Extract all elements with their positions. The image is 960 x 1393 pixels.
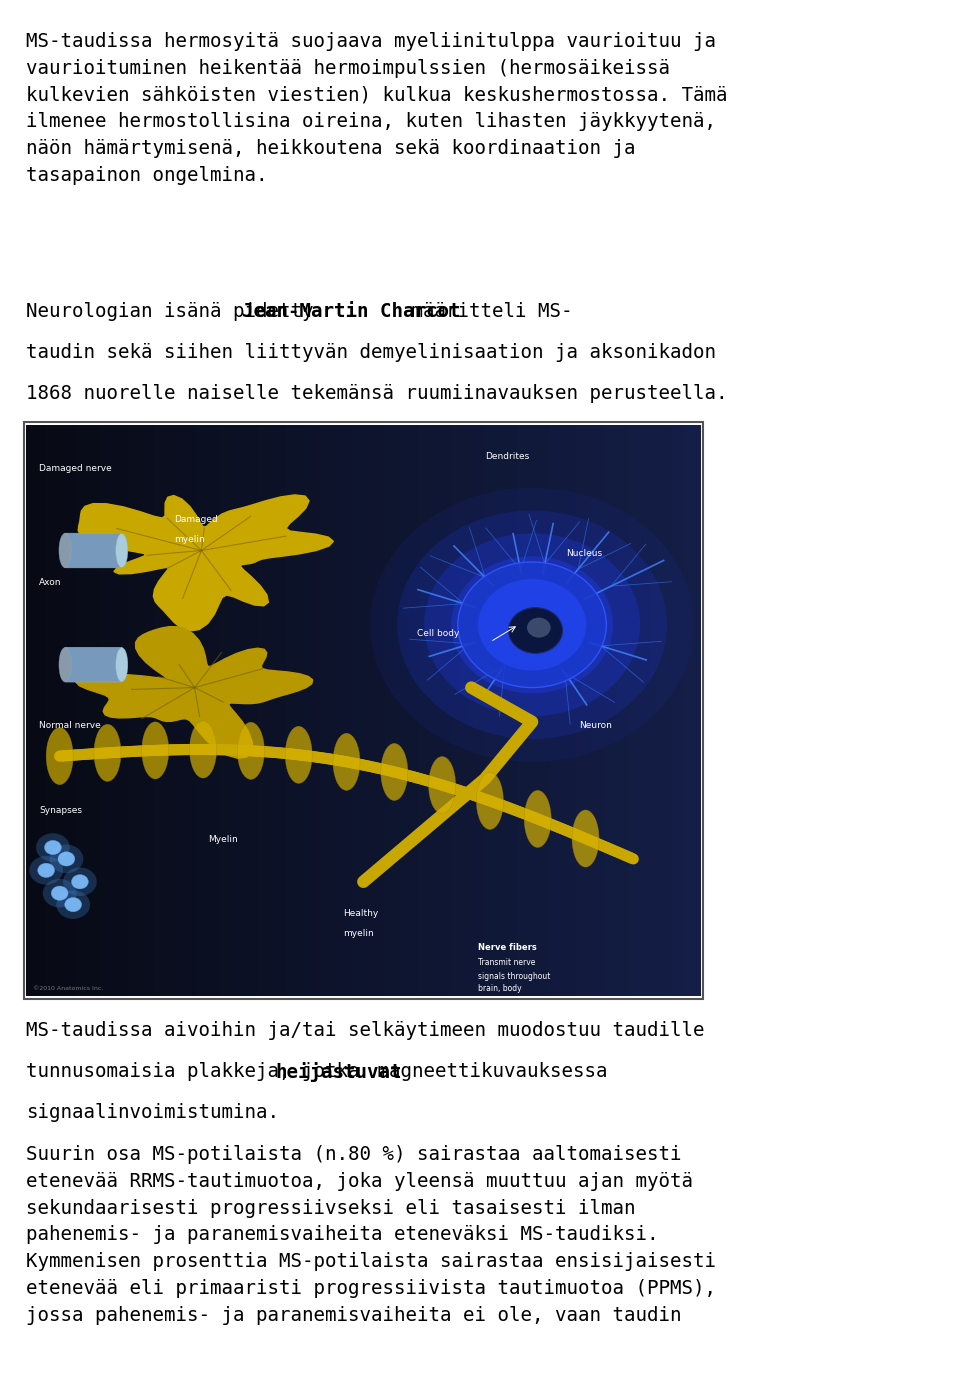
FancyBboxPatch shape	[65, 534, 122, 568]
Text: heijastuvat: heijastuvat	[276, 1061, 401, 1082]
Text: Damaged nerve: Damaged nerve	[39, 464, 112, 472]
Ellipse shape	[285, 726, 312, 783]
Ellipse shape	[58, 851, 75, 866]
Ellipse shape	[458, 561, 607, 688]
Text: Synapses: Synapses	[39, 807, 83, 815]
Ellipse shape	[509, 607, 563, 653]
Text: MS-taudissa aivoihin ja/tai selkäytimeen muodostuu taudille: MS-taudissa aivoihin ja/tai selkäytimeen…	[26, 1021, 705, 1041]
Ellipse shape	[397, 511, 667, 738]
Ellipse shape	[428, 756, 456, 814]
Text: Transmit nerve: Transmit nerve	[478, 957, 536, 967]
Text: taudin sekä siihen liittyvän demyelinisaation ja aksonikadon: taudin sekä siihen liittyvän demyelinisa…	[26, 343, 716, 362]
Text: Nerve fibers: Nerve fibers	[478, 943, 537, 953]
Ellipse shape	[36, 833, 70, 862]
Polygon shape	[78, 495, 333, 631]
Ellipse shape	[57, 890, 90, 919]
Text: tunnusomaisia plakkeja, jotka: tunnusomaisia plakkeja, jotka	[26, 1061, 371, 1081]
Text: Jean-Martin Charcot: Jean-Martin Charcot	[242, 302, 461, 322]
Text: ©2010 Anatomics Inc.: ©2010 Anatomics Inc.	[33, 986, 103, 992]
Ellipse shape	[478, 579, 586, 670]
Text: Myelin: Myelin	[208, 834, 238, 844]
Ellipse shape	[115, 648, 128, 683]
Text: Dendrites: Dendrites	[485, 453, 529, 461]
Text: myelin: myelin	[175, 535, 205, 543]
Text: Nucleus: Nucleus	[565, 549, 602, 559]
Text: Healthy: Healthy	[343, 910, 378, 918]
Ellipse shape	[51, 886, 68, 900]
Polygon shape	[76, 627, 313, 758]
Ellipse shape	[71, 875, 88, 889]
Text: myelin: myelin	[343, 929, 373, 937]
Text: signals throughout: signals throughout	[478, 972, 550, 981]
Ellipse shape	[142, 722, 169, 779]
Ellipse shape	[59, 648, 71, 683]
Text: magneettikuvauksessa: magneettikuvauksessa	[367, 1061, 608, 1081]
Text: Axon: Axon	[39, 578, 61, 586]
Ellipse shape	[476, 772, 503, 829]
Ellipse shape	[189, 722, 217, 779]
Ellipse shape	[50, 844, 84, 873]
Ellipse shape	[451, 556, 613, 694]
Text: Normal nerve: Normal nerve	[39, 720, 101, 730]
Ellipse shape	[115, 534, 128, 568]
Ellipse shape	[59, 534, 71, 568]
Text: Damaged: Damaged	[175, 515, 218, 524]
Ellipse shape	[371, 488, 694, 762]
Ellipse shape	[424, 534, 640, 716]
FancyBboxPatch shape	[65, 648, 122, 683]
Text: Cell body: Cell body	[418, 630, 460, 638]
Ellipse shape	[94, 724, 121, 781]
Text: Neurologian isänä pidetty: Neurologian isänä pidetty	[26, 302, 324, 322]
Ellipse shape	[572, 809, 599, 866]
Text: MS-taudissa hermosyitä suojaava myeliinitulppa vaurioituu ja
vaurioituminen heik: MS-taudissa hermosyitä suojaava myeliini…	[26, 32, 728, 185]
Ellipse shape	[381, 744, 408, 801]
Text: brain, body: brain, body	[478, 985, 521, 993]
Ellipse shape	[527, 617, 551, 638]
Ellipse shape	[30, 857, 63, 885]
Ellipse shape	[46, 727, 73, 784]
Text: Suurin osa MS-potilaista (n.80 %) sairastaa aaltomaisesti
etenevää RRMS-tautimuo: Suurin osa MS-potilaista (n.80 %) sairas…	[26, 1145, 716, 1325]
Ellipse shape	[44, 840, 61, 855]
Bar	[24, 422, 703, 999]
Ellipse shape	[37, 864, 55, 878]
Text: 1868 nuorelle naiselle tekemänsä ruumiinavauksen perusteella.: 1868 nuorelle naiselle tekemänsä ruumiin…	[26, 384, 728, 404]
Ellipse shape	[63, 868, 97, 896]
Text: Neuron: Neuron	[579, 720, 612, 730]
Text: määritteli MS-: määritteli MS-	[399, 302, 572, 322]
Ellipse shape	[43, 879, 77, 907]
Ellipse shape	[237, 722, 264, 779]
Text: signaalinvoimistumina.: signaalinvoimistumina.	[26, 1103, 279, 1123]
Ellipse shape	[333, 733, 360, 790]
Ellipse shape	[64, 897, 82, 912]
Ellipse shape	[524, 790, 551, 847]
